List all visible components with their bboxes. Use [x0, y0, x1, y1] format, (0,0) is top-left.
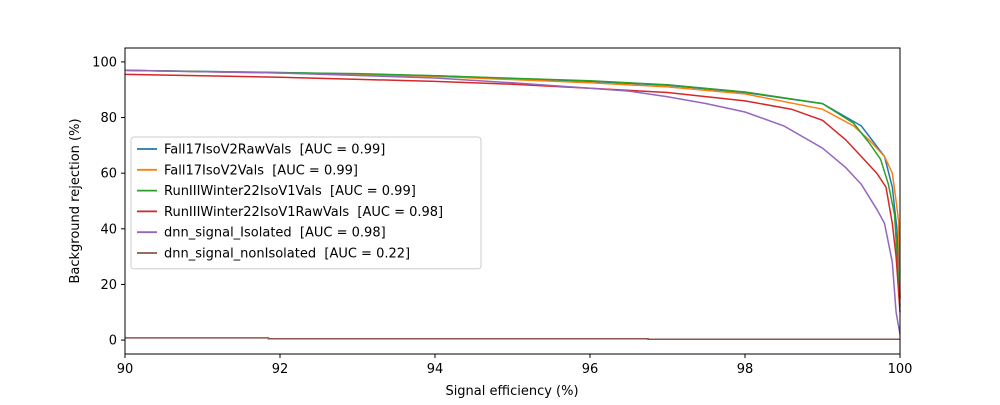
x-tick-label: 98 [737, 362, 754, 377]
series-line-4 [124, 69, 901, 335]
legend-label-0: Fall17IsoV2RawVals [AUC = 0.99] [164, 143, 385, 158]
legend-box [130, 136, 482, 270]
legend-label-4: dnn_signal_Isolated [AUC = 0.98] [164, 226, 386, 241]
series-line-2 [124, 69, 901, 307]
x-axis-label: Signal efficiency (%) [445, 384, 578, 399]
legend: Fall17IsoV2RawVals [AUC = 0.99] Fall17Iso… [130, 136, 482, 270]
x-axis: 90 92 94 96 98 100 [117, 354, 913, 377]
x-tick-label: 96 [582, 362, 599, 377]
series-line-5 [125, 337, 900, 341]
y-axis-label: Background rejection (%) [68, 118, 83, 283]
plot-frame [124, 47, 901, 355]
y-tick-label: 0 [109, 334, 117, 349]
series-line-3 [124, 73, 901, 313]
series-layer [124, 69, 901, 341]
y-tick-label: 100 [92, 55, 117, 70]
x-tick-label: 92 [272, 362, 289, 377]
legend-label-1: Fall17IsoV2Vals [AUC = 0.99] [164, 163, 358, 178]
legend-label-5: dnn_signal_nonIsolated [AUC = 0.22] [164, 247, 410, 262]
y-tick-label: 80 [100, 111, 117, 126]
y-tick-label: 20 [100, 278, 117, 293]
legend-label-3: RunIIIWinter22IsoV1RawVals [AUC = 0.98] [164, 205, 443, 220]
y-axis: 0 20 40 60 80 100 [92, 55, 125, 349]
x-tick-label: 90 [117, 362, 134, 377]
legend-label-2: RunIIIWinter22IsoV1Vals [AUC = 0.99] [164, 184, 416, 199]
x-tick-label: 100 [888, 362, 913, 377]
x-tick-label: 94 [427, 362, 444, 377]
y-tick-label: 40 [100, 222, 117, 237]
y-tick-label: 60 [100, 167, 117, 182]
series-line-1 [124, 69, 901, 299]
